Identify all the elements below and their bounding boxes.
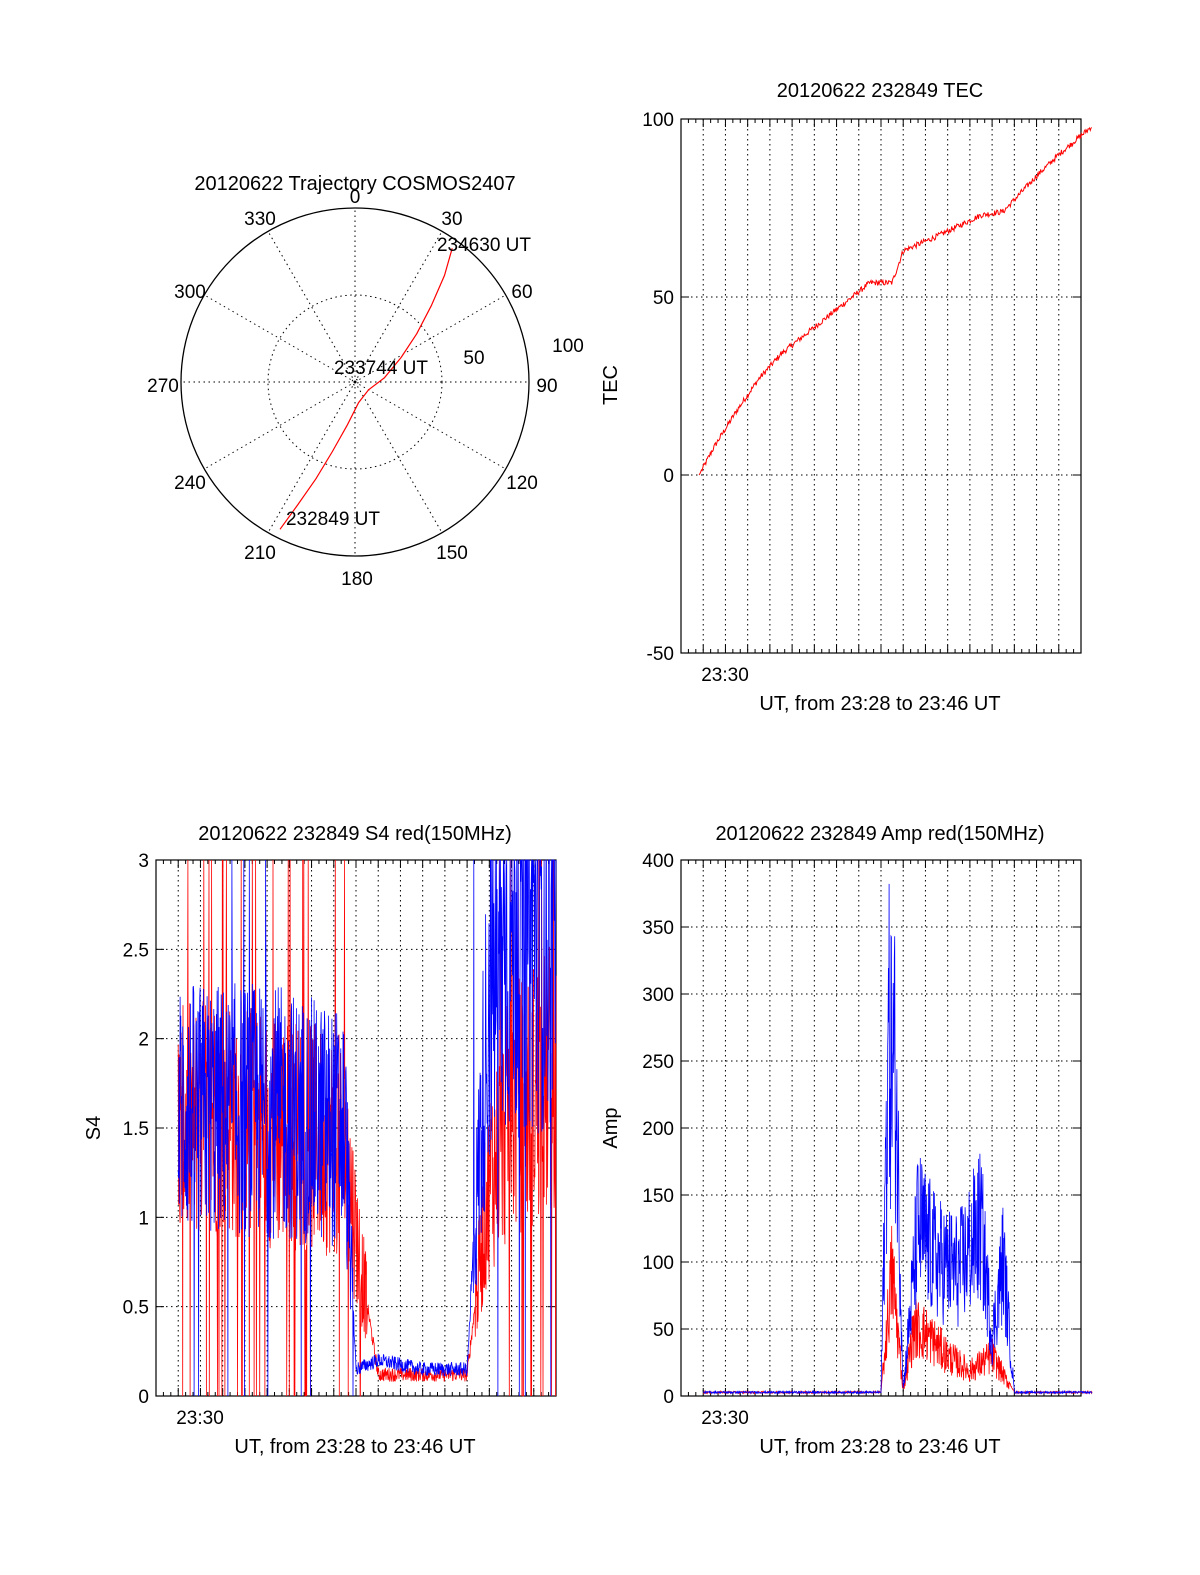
amp-y-tick-label: 350: [642, 918, 674, 939]
polar-grid-ray: [204, 294, 356, 383]
polar-angle-label: 300: [174, 282, 206, 303]
polar-grid-ray: [267, 381, 356, 533]
polar-angle-label: 210: [244, 543, 276, 564]
amp-title: 20120622 232849 Amp red(150MHz): [715, 823, 1044, 845]
tec-series-line: [698, 126, 1093, 476]
polar-angle-label: 30: [441, 209, 462, 230]
amp-series-line: [703, 883, 1093, 1395]
tec-y-tick-label: -50: [647, 644, 674, 665]
polar-grid-ray: [354, 381, 443, 533]
s4-title: 20120622 232849 S4 red(150MHz): [198, 823, 512, 845]
s4-y-tick-label: 2.5: [123, 940, 149, 961]
tec-frame: [680, 118, 1082, 654]
s4-y-tick-label: 1.5: [123, 1119, 149, 1140]
s4-y-tick-label: 0: [138, 1387, 149, 1408]
polar-radial-label: 50: [463, 348, 484, 369]
s4-y-tick-label: 1: [138, 1208, 149, 1229]
tec-x-label: UT, from 23:28 to 23:46 UT: [759, 693, 1000, 715]
tec-y-tick-label: 50: [653, 288, 674, 309]
polar-point-label: 232849 UT: [286, 509, 380, 530]
amp-x-tick-label: 23:30: [701, 1408, 749, 1429]
amp-y-tick-label: 400: [642, 851, 674, 872]
polar-angle-label: 60: [511, 282, 532, 303]
s4-y-tick-label: 0.5: [123, 1298, 149, 1319]
tec-y-tick-label: 100: [642, 110, 674, 131]
polar-angle-label: 90: [536, 376, 557, 397]
polar-grid-ray: [354, 381, 506, 470]
polar-trajectory-chart: 20120622 Trajectory COSMOS2407 0 30 60 90 12…: [147, 173, 584, 590]
amp-y-tick-label: 300: [642, 985, 674, 1006]
s4-x-label: UT, from 23:28 to 23:46 UT: [234, 1436, 475, 1458]
amp-frame: [680, 859, 1082, 1397]
polar-grid-center: [351, 378, 359, 386]
polar-angle-label: 150: [436, 543, 468, 564]
amp-y-tick-label: 100: [642, 1253, 674, 1274]
tec-y-label: TEC: [600, 365, 622, 405]
s4-x-tick-label: 23:30: [176, 1408, 224, 1429]
polar-grid-ray: [267, 231, 356, 383]
amp-y-tick-label: 50: [653, 1320, 674, 1341]
s4-chart: 20120622 232849 S4 red(150MHz) UT, from …: [83, 823, 557, 1458]
s4-y-label: S4: [83, 1116, 105, 1140]
tec-title: 20120622 232849 TEC: [777, 80, 983, 102]
polar-angle-label: 180: [341, 569, 373, 590]
polar-point-label: 233744 UT: [334, 358, 428, 379]
amp-y-tick-label: 200: [642, 1119, 674, 1140]
s4-series-line: [177, 859, 557, 1397]
amp-x-label: UT, from 23:28 to 23:46 UT: [759, 1436, 1000, 1458]
amp-y-tick-label: 150: [642, 1186, 674, 1207]
polar-angle-label: 0: [350, 187, 361, 208]
polar-grid-ray: [354, 231, 443, 383]
polar-outer-circle: [180, 207, 530, 557]
tec-chart: 20120622 232849 TEC UT, from 23:28 to 23…: [600, 80, 1093, 715]
polar-grid-circle-50: [267, 294, 443, 470]
amp-chart: 20120622 232849 Amp red(150MHz) UT, from…: [600, 823, 1093, 1458]
polar-trajectory-line: [279, 248, 453, 530]
amp-y-tick-label: 250: [642, 1052, 674, 1073]
polar-point-label: 234630 UT: [437, 235, 531, 256]
s4-series-line: [177, 859, 557, 1397]
amp-y-tick-label: 0: [663, 1387, 674, 1408]
polar-grid-ray: [354, 294, 506, 383]
polar-angle-label: 330: [244, 209, 276, 230]
polar-angle-label: 240: [174, 473, 206, 494]
polar-title: 20120622 Trajectory COSMOS2407: [194, 173, 515, 195]
s4-y-tick-label: 2: [138, 1030, 149, 1051]
polar-angle-label: 270: [147, 376, 179, 397]
polar-grid-ray: [204, 381, 356, 470]
amp-y-label: Amp: [600, 1107, 622, 1148]
s4-y-tick-label: 3: [138, 851, 149, 872]
amp-series-line: [702, 1225, 1093, 1395]
polar-radial-label: 100: [552, 336, 584, 357]
polar-angle-label: 120: [506, 473, 538, 494]
tec-y-tick-label: 0: [663, 466, 674, 487]
tec-x-tick-label: 23:30: [701, 665, 749, 686]
